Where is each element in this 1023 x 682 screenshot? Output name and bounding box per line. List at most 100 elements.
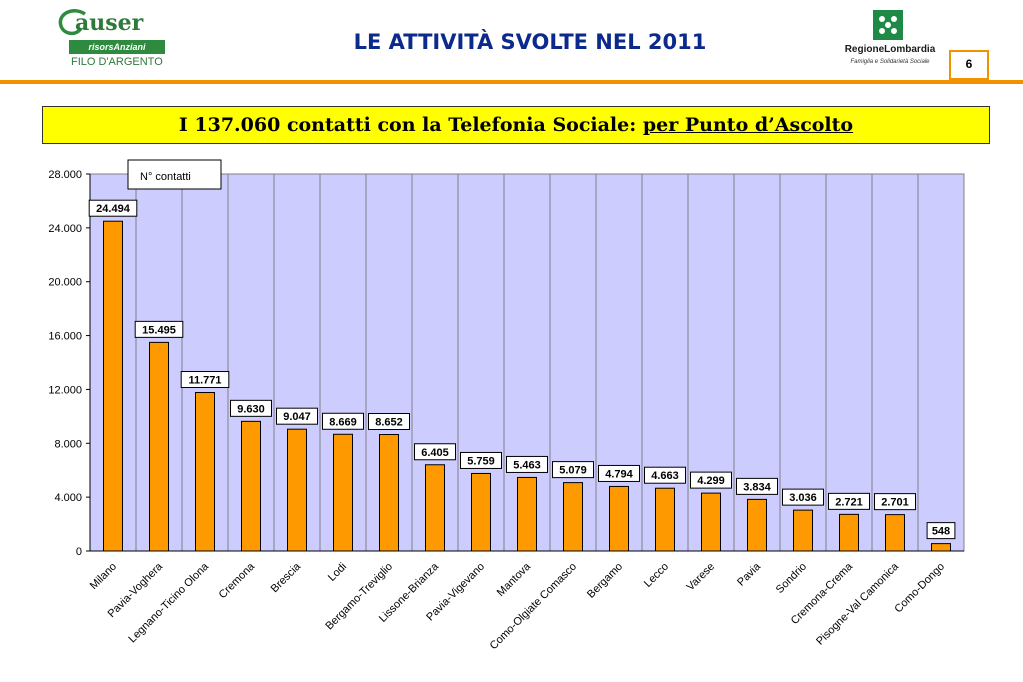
bar xyxy=(241,420,261,552)
value-label: 2.701 xyxy=(874,493,916,511)
bar xyxy=(149,341,169,552)
bar xyxy=(655,487,675,552)
regione-lombardia-logo: RegioneLombardia Famiglia e Solidarietà … xyxy=(840,10,940,72)
category-label: Sondrio xyxy=(774,561,809,596)
value-label-text: 548 xyxy=(932,526,950,538)
value-label-box xyxy=(828,492,870,510)
y-tick-label: 0 xyxy=(76,546,82,558)
value-label: 5.463 xyxy=(506,455,548,473)
bar xyxy=(379,434,399,552)
value-label-box xyxy=(134,320,184,338)
y-tick-label: 28.000 xyxy=(48,169,82,181)
subtitle-banner: I 137.060 contatti con la Telefonia Soci… xyxy=(42,106,990,144)
bar xyxy=(103,220,123,552)
regione-tagline: Famiglia e Solidarietà Sociale xyxy=(850,59,930,65)
bars xyxy=(103,220,951,552)
value-label-text: 3.036 xyxy=(789,492,817,504)
auser-logo: auser risorsAnziani FILO D'ARGENTO xyxy=(55,8,175,68)
regione-name: RegioneLombardia xyxy=(844,44,936,55)
value-label: 548 xyxy=(926,522,956,540)
bar xyxy=(839,513,859,552)
bar xyxy=(333,433,353,552)
bar xyxy=(609,485,629,552)
value-label-box xyxy=(460,451,502,469)
value-label-text: 24.494 xyxy=(96,203,131,215)
bar xyxy=(563,482,583,552)
value-label: 8.669 xyxy=(322,412,364,430)
value-label: 3.036 xyxy=(782,488,824,506)
value-label: 6.405 xyxy=(414,443,456,461)
y-tick-label: 12.000 xyxy=(48,384,82,396)
value-label: 8.652 xyxy=(368,413,410,431)
value-label-text: 4.663 xyxy=(651,470,679,482)
y-tick-label: 16.000 xyxy=(48,331,82,343)
value-label-box xyxy=(736,477,778,495)
category-label: Bergamo xyxy=(585,561,625,601)
value-label: 4.663 xyxy=(644,466,686,484)
legend-label: N° contatti xyxy=(140,171,191,183)
auser-subline: FILO D'ARGENTO xyxy=(71,56,163,68)
value-label: 9.630 xyxy=(230,399,272,417)
category-label: Brescia xyxy=(269,560,304,595)
value-label-text: 4.794 xyxy=(605,468,633,480)
value-label: 4.794 xyxy=(598,464,640,482)
value-label-box xyxy=(276,407,318,425)
value-label-box xyxy=(322,412,364,430)
value-label: 5.079 xyxy=(552,461,594,479)
value-label-text: 2.701 xyxy=(881,497,909,509)
auser-brand: auser xyxy=(75,10,144,36)
legend-box xyxy=(127,159,222,190)
value-label-text: 5.759 xyxy=(467,455,495,467)
value-label: 5.759 xyxy=(460,451,502,469)
bar xyxy=(701,492,721,552)
bar xyxy=(287,428,307,552)
value-label: 3.834 xyxy=(736,477,778,495)
value-label: 9.047 xyxy=(276,407,318,425)
y-tick-label: 8.000 xyxy=(54,438,82,450)
category-label: Legnano-Ticino Olona xyxy=(126,560,211,645)
value-label-text: 8.669 xyxy=(329,416,357,428)
subtitle-underlined: per Punto d’Ascolto xyxy=(642,114,854,136)
bar xyxy=(195,392,215,552)
value-label: 2.721 xyxy=(828,492,870,510)
value-label-box xyxy=(368,413,410,431)
category-label: Cremona xyxy=(217,560,258,601)
category-label: Como-Olgiate Comasco xyxy=(488,561,579,652)
value-label-box xyxy=(414,443,456,461)
value-label-text: 9.047 xyxy=(283,411,311,423)
category-label: Pisogne-Val Camonica xyxy=(814,560,902,648)
value-label-box xyxy=(690,471,732,489)
value-label-box xyxy=(506,455,548,473)
category-label: Mantova xyxy=(495,560,534,599)
bar xyxy=(425,464,445,552)
header-divider xyxy=(0,80,1023,84)
auser-band: risorsAnziani xyxy=(69,40,165,54)
y-tick-label: 4.000 xyxy=(54,492,82,504)
bar xyxy=(517,476,537,552)
bar-chart: 0 4.000 8.000 12.000 16.000 20.000 24.000 28.00… xyxy=(48,159,965,652)
category-label: Milano xyxy=(88,561,119,592)
value-label: 15.495 xyxy=(134,320,184,338)
value-label-text: 11.771 xyxy=(188,375,221,387)
bar xyxy=(471,472,491,552)
rose-camuna-icon xyxy=(873,10,903,40)
value-label-box xyxy=(644,466,686,484)
value-label-box xyxy=(230,399,272,417)
value-label-box xyxy=(552,461,594,479)
subtitle-main: I 137.060 contatti con la Telefonia Soci… xyxy=(178,114,643,136)
value-label-box xyxy=(180,371,230,389)
page-number: 6 xyxy=(949,50,989,80)
value-label-text: 5.079 xyxy=(559,465,587,477)
y-tick-label: 24.000 xyxy=(48,223,82,235)
value-label-text: 3.834 xyxy=(743,481,771,493)
value-label: 4.299 xyxy=(690,471,732,489)
bar xyxy=(885,514,905,552)
swirl-icon xyxy=(58,9,86,36)
value-label-text: 2.721 xyxy=(835,496,863,508)
category-label: Varese xyxy=(685,561,718,594)
value-label-text: 8.652 xyxy=(375,417,403,429)
value-label: 11.771 xyxy=(180,371,230,389)
value-label-text: 6.405 xyxy=(421,447,449,459)
category-label: Lecco xyxy=(642,561,671,590)
